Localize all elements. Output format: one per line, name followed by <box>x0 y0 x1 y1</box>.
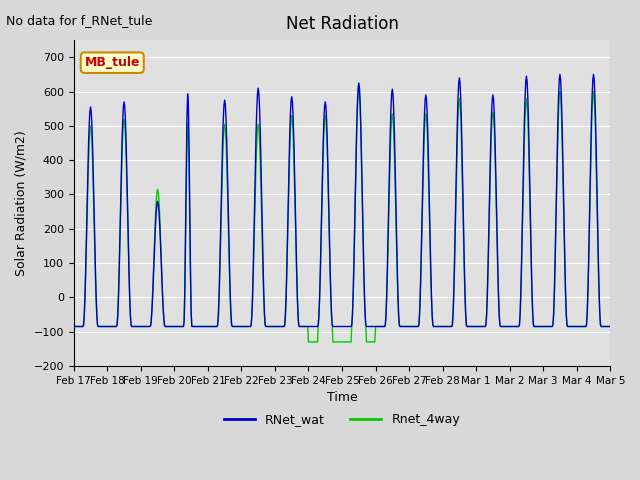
Text: No data for f_RNet_tule: No data for f_RNet_tule <box>6 14 153 27</box>
Y-axis label: Solar Radiation (W/m2): Solar Radiation (W/m2) <box>15 130 28 276</box>
Legend: RNet_wat, Rnet_4way: RNet_wat, Rnet_4way <box>219 408 465 432</box>
X-axis label: Time: Time <box>326 391 357 404</box>
Text: MB_tule: MB_tule <box>84 56 140 69</box>
Title: Net Radiation: Net Radiation <box>285 15 399 33</box>
